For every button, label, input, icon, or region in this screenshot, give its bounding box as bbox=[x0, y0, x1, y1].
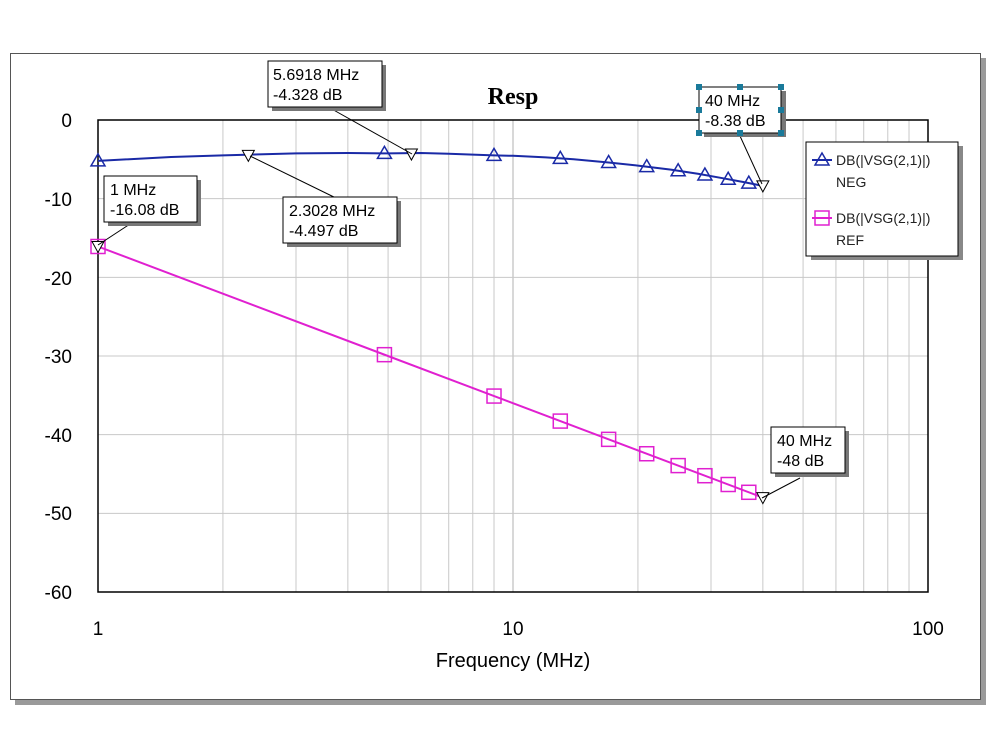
data-point-triangle bbox=[89, 152, 107, 167]
selection-handles[interactable] bbox=[696, 84, 784, 136]
marker-value: -8.38 dB bbox=[705, 113, 765, 130]
marker-leader bbox=[329, 107, 413, 155]
series-layer bbox=[89, 144, 770, 505]
marker-label: 40 MHz bbox=[705, 93, 760, 110]
data-point-square bbox=[670, 457, 686, 474]
resize-handle[interactable] bbox=[737, 130, 743, 136]
data-point-triangle bbox=[638, 158, 656, 173]
data-point-triangle bbox=[719, 170, 737, 185]
data-point-square bbox=[697, 467, 713, 484]
marker-leader bbox=[249, 155, 341, 201]
marker-pointer bbox=[756, 180, 770, 193]
data-point-triangle bbox=[600, 153, 617, 169]
marker-annotation-5[interactable]: 40 MHz -48 dB bbox=[761, 426, 849, 499]
chart-title: Resp bbox=[488, 84, 539, 110]
y-tick-label: -30 bbox=[45, 347, 72, 368]
series-line-ref bbox=[97, 245, 764, 499]
data-point-square bbox=[376, 346, 393, 363]
y-tick-label: -40 bbox=[45, 426, 72, 447]
data-point-square bbox=[600, 431, 617, 448]
marker-leader bbox=[739, 135, 763, 185]
marker-value: -48 dB bbox=[777, 453, 824, 470]
marker-annotation-2[interactable]: 2.3028 MHz -4.497 dB bbox=[249, 155, 401, 247]
legend[interactable]: DB(|VSG(2,1)|) NEG DB(|VSG(2,1)|) REF bbox=[805, 141, 963, 260]
marker-annotation-4[interactable]: 40 MHz -8.38 dB bbox=[696, 84, 786, 185]
y-tick-label: -10 bbox=[45, 190, 72, 211]
marker-label: 2.3028 MHz bbox=[289, 203, 375, 220]
x-axis-label: Frequency (MHz) bbox=[436, 650, 590, 672]
data-point-square bbox=[552, 413, 569, 429]
resize-handle[interactable] bbox=[778, 130, 784, 136]
marker-label: 1 MHz bbox=[110, 182, 156, 199]
marker-pointer bbox=[91, 240, 105, 254]
marker-value: -4.328 dB bbox=[273, 87, 342, 104]
marker-pointer bbox=[404, 148, 419, 162]
marker-label: 40 MHz bbox=[777, 433, 832, 450]
data-point-triangle bbox=[669, 162, 687, 177]
marker-box bbox=[103, 175, 198, 223]
resize-handle[interactable] bbox=[696, 130, 702, 136]
data-point-square bbox=[486, 388, 502, 404]
marker-box bbox=[282, 196, 398, 244]
resize-handle[interactable] bbox=[737, 84, 743, 90]
series-line-neg bbox=[97, 151, 764, 187]
y-tick-label: 0 bbox=[61, 111, 72, 132]
resize-handle[interactable] bbox=[696, 84, 702, 90]
legend-label: DB(|VSG(2,1)|) bbox=[836, 210, 930, 226]
legend-sublabel: NEG bbox=[836, 174, 866, 190]
legend-sublabel: REF bbox=[836, 232, 864, 248]
x-tick-label: 10 bbox=[502, 619, 523, 640]
x-tick-labels: 1 10 100 bbox=[93, 619, 944, 640]
marker-box bbox=[770, 426, 846, 474]
y-tick-label: -20 bbox=[45, 269, 72, 290]
square-marker-icon bbox=[814, 210, 830, 226]
legend-label: DB(|VSG(2,1)|) bbox=[836, 152, 930, 168]
legend-item-ref[interactable]: DB(|VSG(2,1)|) REF bbox=[812, 210, 930, 248]
y-tick-labels: 0 -10 -20 -30 -40 -50 -60 bbox=[45, 111, 72, 604]
marker-leader bbox=[97, 223, 131, 246]
grid bbox=[98, 120, 928, 592]
resize-handle[interactable] bbox=[778, 84, 784, 90]
x-tick-label: 100 bbox=[912, 619, 944, 640]
marker-value: -4.497 dB bbox=[289, 223, 358, 240]
marker-value: -16.08 dB bbox=[110, 202, 179, 219]
marker-annotations: 5.6918 MHz -4.328 dB 2.3028 MHz -4.497 d… bbox=[97, 60, 849, 499]
y-tick-label: -50 bbox=[45, 504, 72, 525]
y-tick-label: -60 bbox=[45, 583, 72, 604]
plot-area bbox=[97, 119, 929, 593]
legend-item-neg[interactable]: DB(|VSG(2,1)|) NEG bbox=[812, 151, 930, 190]
data-point-triangle bbox=[740, 174, 758, 189]
marker-leader bbox=[761, 477, 801, 499]
data-point-triangle bbox=[696, 166, 714, 181]
resize-handle[interactable] bbox=[696, 107, 702, 113]
x-tick-label: 1 bbox=[93, 619, 104, 640]
marker-annotation-1[interactable]: 5.6918 MHz -4.328 dB bbox=[267, 60, 413, 155]
data-point-triangle bbox=[485, 146, 503, 162]
data-point-square bbox=[720, 476, 736, 493]
triangle-marker-icon bbox=[813, 151, 831, 166]
data-point-square bbox=[741, 484, 757, 501]
data-point-square bbox=[638, 445, 655, 462]
resize-handle[interactable] bbox=[778, 107, 784, 113]
marker-label: 5.6918 MHz bbox=[273, 67, 359, 84]
data-point-triangle bbox=[376, 144, 393, 160]
data-point-triangle bbox=[551, 149, 569, 165]
marker-pointer bbox=[241, 149, 256, 163]
marker-box bbox=[267, 60, 383, 108]
marker-annotation-3[interactable]: 1 MHz -16.08 dB bbox=[97, 175, 201, 246]
